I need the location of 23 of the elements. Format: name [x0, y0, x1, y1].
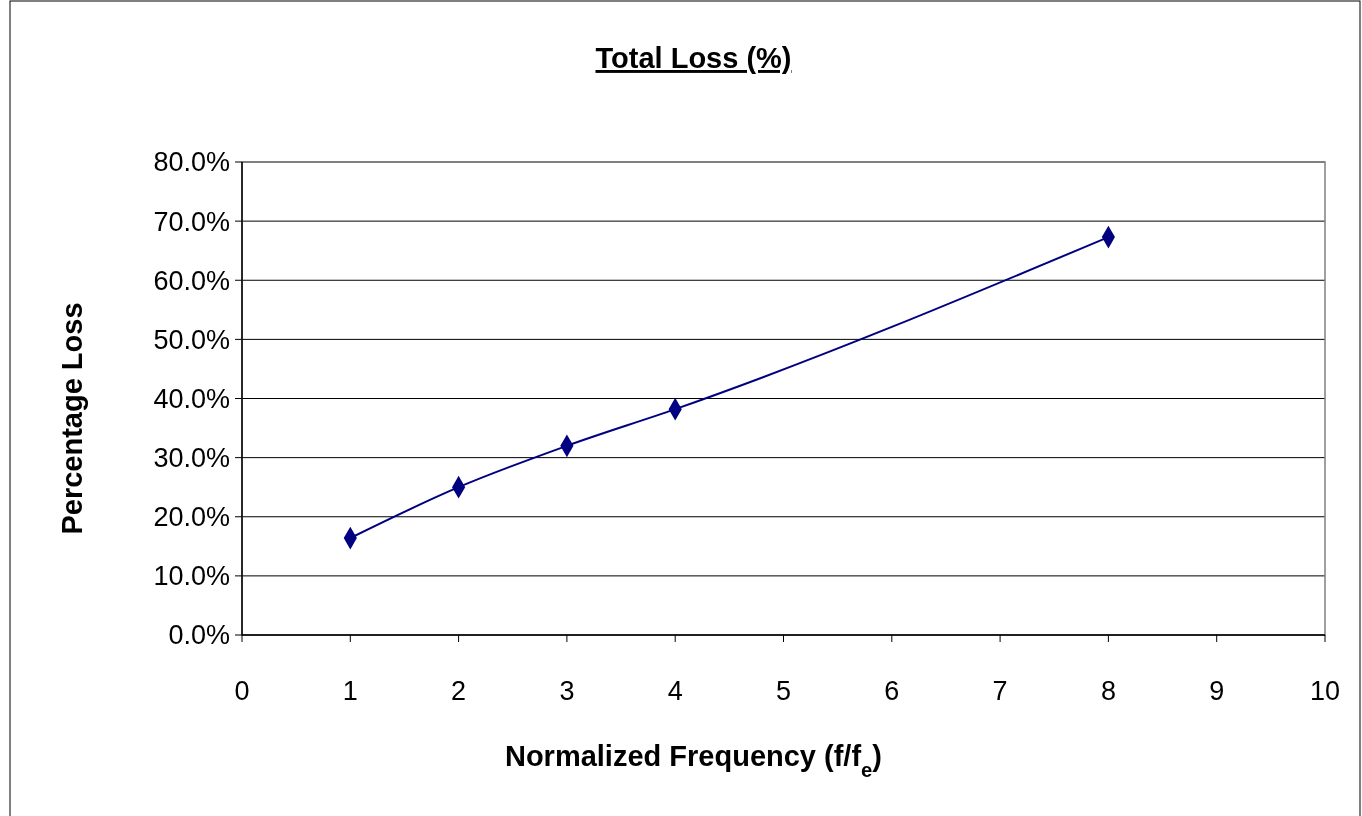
x-tick-label: 0 [234, 676, 250, 706]
x-tick-label: 3 [559, 676, 575, 706]
x-tick-label: 2 [451, 676, 467, 706]
y-axis-title: Percentage Loss [56, 302, 88, 535]
y-tick-label: 0.0% [168, 620, 230, 651]
y-tick-label: 10.0% [153, 561, 230, 592]
x-tick-label: 9 [1209, 676, 1225, 706]
x-tick-label: 5 [775, 676, 792, 706]
x-tick-label: 4 [667, 676, 683, 706]
x-tick-label: 10 [1309, 676, 1341, 706]
y-tick-label: 20.0% [153, 502, 230, 533]
x-axis-title: Normalized Frequency (f/f$_{e}$) [504, 740, 883, 781]
y-tick-label: 80.0% [153, 147, 230, 178]
x-tick-label: 8 [1100, 676, 1116, 706]
y-tick-label: 70.0% [153, 206, 230, 237]
y-tick-label: 60.0% [153, 265, 230, 296]
y-tick-label: 30.0% [153, 443, 230, 474]
y-tick-label: 40.0% [153, 383, 230, 414]
chart-title: Total Loss (%) [595, 42, 792, 74]
y-tick-label: 50.0% [153, 324, 230, 355]
x-tick-label: 6 [884, 676, 900, 706]
x-tick-label: 1 [342, 676, 358, 706]
x-tick-label: 7 [992, 676, 1008, 706]
